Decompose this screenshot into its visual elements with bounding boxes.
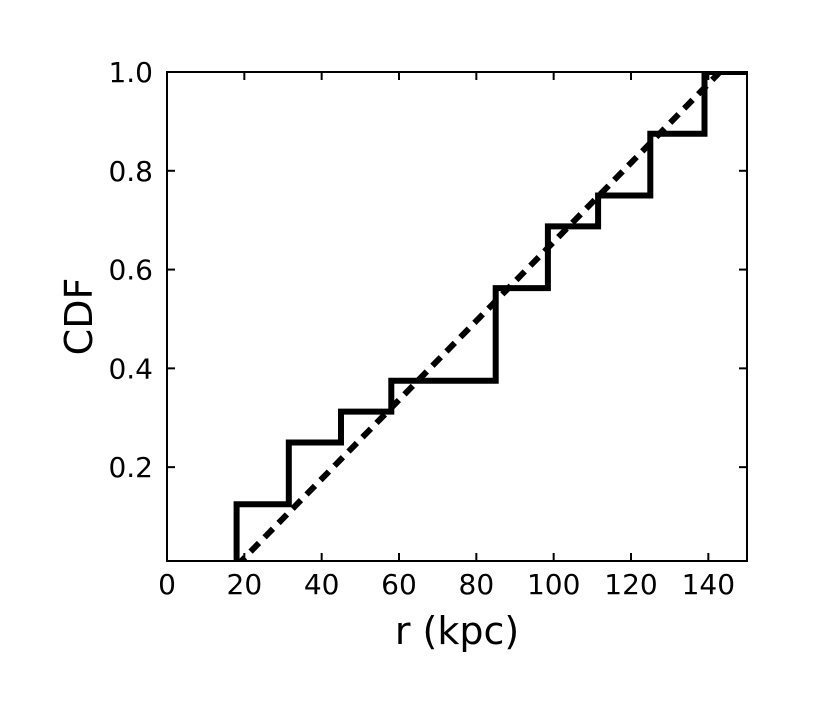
x-tick-label: 40 <box>304 568 340 601</box>
y-tick-label: 0.8 <box>108 155 153 188</box>
plot-frame <box>166 71 748 562</box>
y-tick-label: 1.0 <box>108 56 153 89</box>
x-tick-label: 140 <box>682 568 735 601</box>
x-tick-label: 60 <box>381 568 417 601</box>
x-tick-label: 100 <box>527 568 580 601</box>
y-axis-label: CDF <box>57 278 101 356</box>
x-tick-label: 80 <box>459 568 495 601</box>
x-axis-label: r (kpc) <box>395 609 519 653</box>
ticks-layer: 0 20 40 60 80 100 120 140 0.2 0.4 0.6 0.8 1.0 <box>108 56 747 601</box>
uniform-reference-line <box>237 72 723 561</box>
y-tick-label: 0.4 <box>108 352 153 385</box>
y-tick-label: 0.2 <box>108 451 153 484</box>
x-tick-label: 20 <box>227 568 263 601</box>
series-layer <box>233 72 747 561</box>
x-tick-label: 0 <box>158 568 176 601</box>
y-tick-label: 0.6 <box>108 254 153 287</box>
empirical-cdf-step-line <box>233 72 747 561</box>
x-tick-label: 120 <box>604 568 657 601</box>
